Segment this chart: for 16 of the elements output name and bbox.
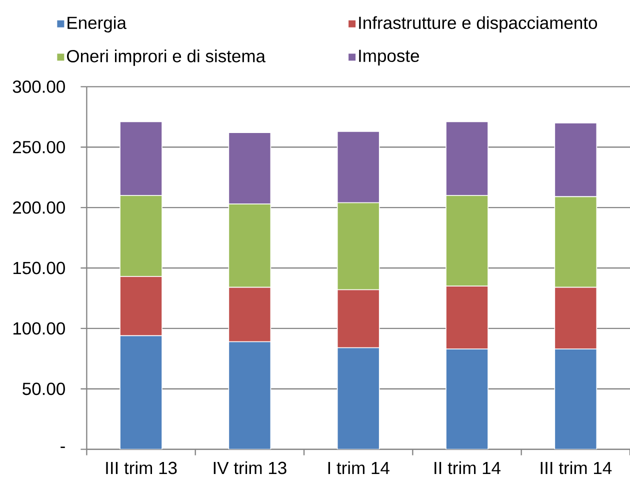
y-tick-label: - [60, 446, 65, 448]
legend-label: Imposte [359, 50, 420, 66]
y-tick-label: 300.00 [12, 80, 65, 93]
x-tick-label: IV trim 13 [214, 461, 286, 474]
y-tick-label: 50.00 [22, 382, 65, 396]
legend-label: Energia [68, 16, 126, 33]
y-tick-label: 250.00 [13, 140, 65, 154]
x-tick-label: I trim 14 [328, 461, 390, 474]
y-tick-label: 100.00 [13, 322, 65, 335]
y-tick-label: 200.00 [13, 201, 65, 214]
x-tick-label: II trim 14 [434, 461, 501, 474]
legend-label: Infrastrutture e dispacciamento [359, 16, 598, 33]
y-tick-label: 150.00 [13, 262, 65, 274]
legend-label: Oneri improri e di sistema [67, 49, 266, 66]
x-tick-label: III trim 13 [106, 461, 177, 474]
x-tick-label: III trim 14 [540, 461, 612, 474]
